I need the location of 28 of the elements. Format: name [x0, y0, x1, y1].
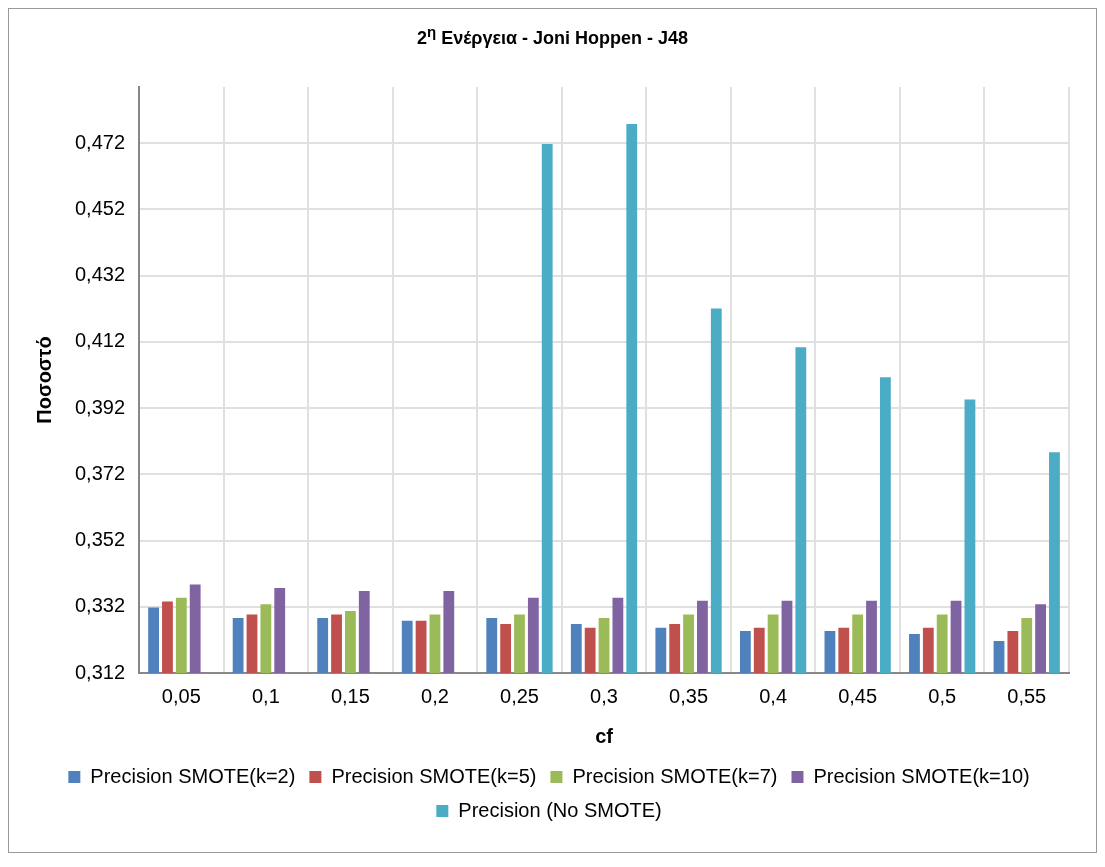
y-tick-label: 0,372 [74, 461, 126, 484]
x-tick-label: 0,05 [161, 684, 201, 707]
x-tick-label: 0,55 [1007, 684, 1047, 707]
x-tick-label: 0,3 [590, 684, 618, 707]
x-tick-label: 0,5 [928, 684, 957, 707]
legend-label: Precision SMOTE(k=2) [90, 764, 296, 787]
x-tick-label: 0,4 [759, 684, 788, 707]
x-tick-label: 0,25 [500, 684, 539, 707]
y-tick-label: 0,352 [74, 528, 126, 551]
legend-label: Precision (No SMOTE) [458, 798, 662, 821]
y-tick-label: 0,332 [74, 594, 126, 617]
chart-title: 2$^{η}$ Ενέργεια - Joni Hoppen - J48 [415, 22, 690, 50]
y-tick-label: 0,412 [74, 329, 126, 352]
x-tick-label: 0,45 [838, 684, 878, 707]
y-tick-label: 0,312 [74, 660, 126, 683]
x-tick-label: 0,15 [330, 684, 370, 707]
legend-label: Precision SMOTE(k=10) [813, 764, 1030, 787]
x-axis-title: cf [595, 724, 614, 747]
y-tick-label: 0,392 [74, 395, 126, 418]
x-tick-label: 0,35 [669, 684, 709, 707]
x-tick-label: 0,2 [421, 684, 449, 707]
y-tick-label: 0,452 [74, 197, 126, 220]
y-tick-label: 0,472 [74, 130, 126, 153]
legend-label: Precision SMOTE(k=5) [331, 764, 537, 787]
y-axis-title: Ποσοστό [32, 336, 55, 424]
x-tick-label: 0,1 [251, 684, 280, 707]
legend-label: Precision SMOTE(k=7) [572, 764, 778, 787]
y-tick-label: 0,432 [74, 263, 126, 286]
